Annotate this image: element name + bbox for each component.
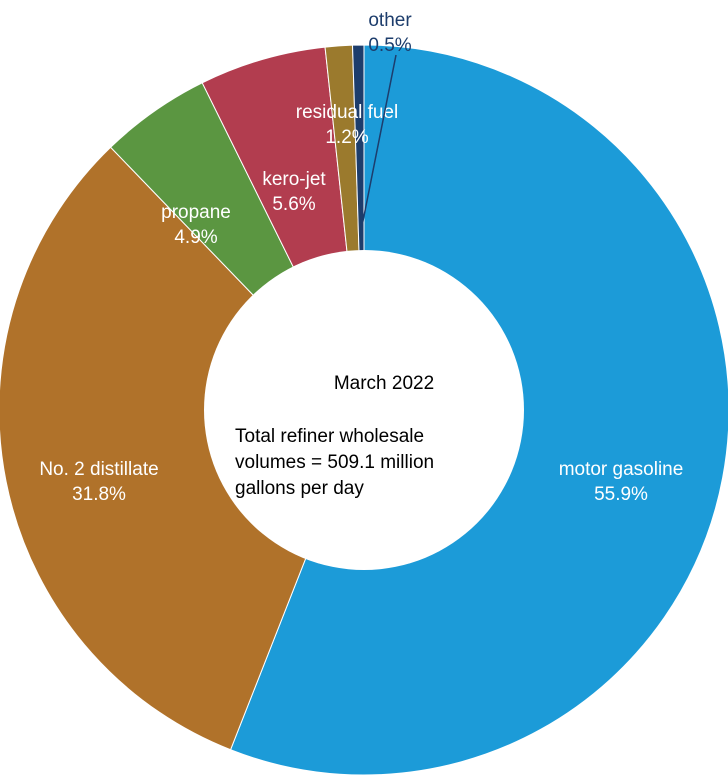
label-category-text: motor gasoline — [559, 459, 684, 480]
label-residual-fuel: residual fuel 1.2% — [296, 102, 398, 148]
label-value-text: 4.9% — [174, 227, 217, 248]
label-category-text: propane — [161, 202, 231, 223]
center-line-2: volumes = 509.1 million — [235, 452, 434, 473]
center-line-3: gallons per day — [235, 478, 364, 499]
center-line-1: Total refiner wholesale — [235, 426, 424, 447]
slice-no-2-distillate — [0, 146, 365, 751]
center-title: March 2022 — [334, 373, 434, 394]
slice-labels-group: motor gasoline 55.9% No. 2 distillate 31.8%… — [39, 10, 683, 505]
donut-hole — [204, 250, 524, 570]
label-kero-jet: kero-jet 5.6% — [262, 169, 326, 215]
center-text: March 2022 Total refiner wholesale volum… — [235, 373, 434, 499]
label-propane: propane 4.9% — [161, 202, 231, 248]
label-motor-gasoline: motor gasoline 55.9% — [559, 459, 684, 505]
label-value-text: 1.2% — [325, 127, 368, 148]
label-value-text: 5.6% — [272, 194, 315, 215]
label-value-text: 31.8% — [72, 484, 126, 505]
label-category-text: kero-jet — [262, 169, 326, 190]
label-no-2-distillate: No. 2 distillate 31.8% — [39, 459, 158, 505]
label-category-text: residual fuel — [296, 102, 398, 123]
label-category-text: other — [368, 10, 412, 31]
label-category-text: No. 2 distillate — [39, 459, 158, 480]
label-value-text: 0.5% — [368, 35, 411, 56]
other-leader-line — [360, 54, 397, 231]
label-value-text: 55.9% — [594, 484, 648, 505]
label-other: other 0.5% — [368, 10, 412, 56]
